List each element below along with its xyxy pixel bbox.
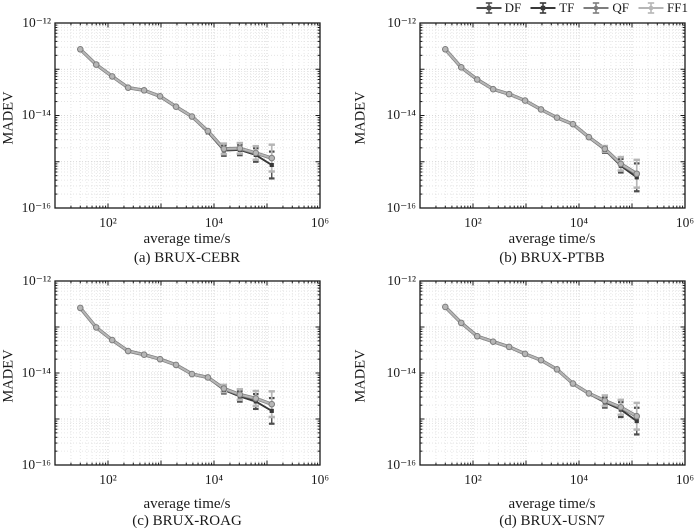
qf-errorbar-marker-icon [583, 1, 609, 14]
x-tick-b-1e4: 10⁴ [569, 215, 589, 230]
x-tick-c-1e4: 10⁴ [204, 472, 224, 487]
x-tick-b-1e2: 10² [464, 215, 482, 230]
y-tick-b-1e-14: 10⁻¹⁴ [386, 107, 416, 122]
x-tick-c-1e6: 10⁶ [310, 472, 330, 487]
tf-errorbar-marker-icon [530, 1, 556, 14]
legend-label-ff1: FF1 [667, 0, 688, 15]
legend-item-ff1: FF1 [638, 0, 688, 16]
legend-item-tf: TF [530, 0, 574, 16]
legend-label-df: DF [504, 0, 522, 15]
x-axis-label-b: average time/s [508, 231, 596, 247]
x-tick-a-1e4: 10⁴ [204, 215, 224, 230]
x-axis-label-c: average time/s [143, 496, 231, 512]
x-tick-d-1e4: 10⁴ [569, 472, 589, 487]
subplot-b: MADEV 10⁻¹² 10⁻¹⁴ 10⁻¹⁶ 10² 10⁴ 10⁶ aver… [350, 0, 700, 266]
x-tick-d-1e2: 10² [464, 472, 482, 487]
y-tick-c-1e-16: 10⁻¹⁶ [21, 457, 51, 472]
y-tick-b-1e-16: 10⁻¹⁶ [386, 200, 416, 215]
ff1-errorbar-marker-icon [638, 1, 664, 14]
y-tick-c-1e-12: 10⁻¹² [22, 273, 51, 288]
x-tick-b-1e6: 10⁶ [675, 215, 695, 230]
y-tick-a-1e-16: 10⁻¹⁶ [21, 200, 51, 215]
x-tick-a-1e6: 10⁶ [310, 215, 330, 230]
y-tick-d-1e-12: 10⁻¹² [387, 273, 416, 288]
y-tick-d-1e-14: 10⁻¹⁴ [386, 365, 416, 380]
subplot-d: MADEV 10⁻¹² 10⁻¹⁴ 10⁻¹⁶ 10² 10⁴ 10⁶ aver… [350, 258, 700, 530]
subplot-a: MADEV 10⁻¹² 10⁻¹⁴ 10⁻¹⁶ 10² 10⁴ 10⁶ aver… [0, 0, 350, 266]
y-tick-d-1e-16: 10⁻¹⁶ [386, 457, 416, 472]
legend-item-qf: QF [583, 0, 629, 16]
x-axis-label-d: average time/s [508, 496, 596, 512]
plot-canvas-b [419, 22, 686, 209]
x-axis-label-a: average time/s [143, 231, 231, 247]
subplot-caption-c: (c) BRUX-ROAG [132, 513, 242, 529]
y-tick-a-1e-12: 10⁻¹² [22, 15, 51, 30]
plot-canvas-c [54, 280, 321, 466]
legend-label-qf: QF [612, 0, 630, 15]
y-tick-a-1e-14: 10⁻¹⁴ [21, 107, 51, 122]
x-tick-a-1e2: 10² [99, 215, 117, 230]
plot-canvas-d [419, 280, 686, 466]
subplot-caption-a: (a) BRUX-CEBR [133, 250, 241, 266]
df-errorbar-marker-icon [476, 1, 502, 14]
legend-label-tf: TF [559, 0, 575, 15]
x-tick-c-1e2: 10² [99, 472, 117, 487]
y-tick-b-1e-12: 10⁻¹² [387, 15, 416, 30]
x-tick-d-1e6: 10⁶ [675, 472, 695, 487]
subplot-caption-d: (d) BRUX-USN7 [499, 513, 605, 529]
legend-item-df: DF [476, 0, 522, 16]
legend: DF TF QF FF1 [476, 0, 688, 15]
plot-canvas-a [54, 22, 321, 209]
subplot-c: MADEV 10⁻¹² 10⁻¹⁴ 10⁻¹⁶ 10² 10⁴ 10⁶ aver… [0, 258, 350, 530]
y-tick-c-1e-14: 10⁻¹⁴ [21, 365, 51, 380]
subplot-caption-b: (b) BRUX-PTBB [499, 250, 605, 266]
